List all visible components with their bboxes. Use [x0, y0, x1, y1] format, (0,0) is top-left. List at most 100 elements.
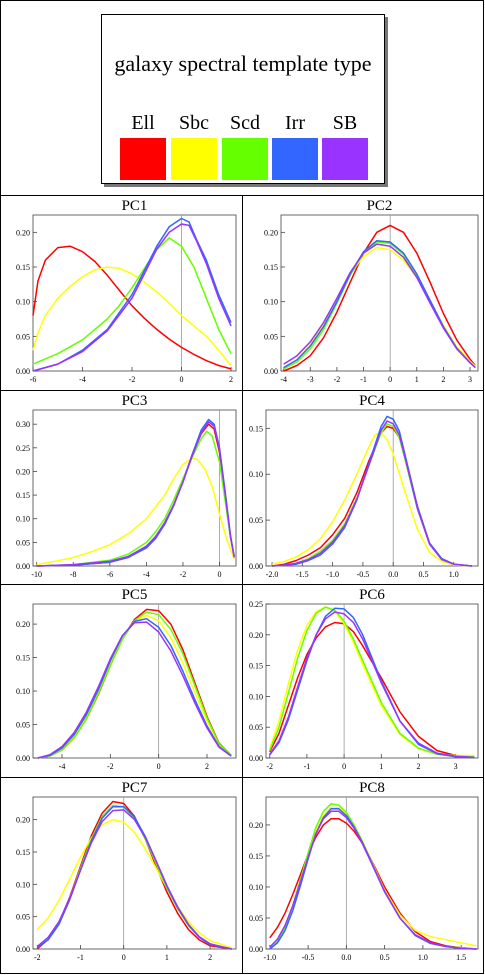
y-tick-label: 0.25 — [16, 444, 30, 453]
y-tick-label: 0.15 — [16, 654, 30, 663]
chart-title: PC5 — [122, 587, 148, 603]
y-tick-label: 0.20 — [249, 631, 263, 640]
y-tick-label: 0.30 — [16, 420, 30, 429]
legend-title: galaxy spectral template type — [114, 51, 372, 76]
plot-frame — [32, 214, 237, 372]
x-tick-label: 1 — [379, 762, 383, 771]
series-line-ell — [36, 800, 232, 950]
chart-title: PC1 — [122, 198, 148, 214]
x-tick-label: 2 — [208, 953, 212, 962]
x-tick-label: -2 — [107, 762, 114, 771]
series-line-ell — [37, 608, 232, 759]
x-tick-label: 0 — [122, 953, 126, 962]
legend-swatch — [272, 138, 318, 180]
y-tick-label: 0.10 — [16, 880, 30, 889]
y-tick-label: 0.05 — [249, 516, 263, 525]
chart-title: PC8 — [359, 780, 385, 796]
y-tick-label: 0.15 — [249, 852, 263, 861]
x-tick-label: 3 — [468, 375, 472, 384]
y-tick-label: 0.10 — [249, 883, 263, 892]
series-line-scd — [36, 430, 235, 567]
y-tick-label: 0.20 — [16, 620, 30, 629]
x-tick-label: -2.0 — [266, 570, 279, 579]
y-tick-label: 0.20 — [249, 821, 263, 830]
y-tick-label: 0.15 — [249, 662, 263, 671]
x-tick-label: 2 — [416, 762, 420, 771]
x-tick-label: -2 — [34, 953, 41, 962]
y-tick-label: 0.15 — [16, 491, 30, 500]
x-tick-label: -2 — [129, 375, 136, 384]
x-tick-label: 3 — [454, 762, 458, 771]
y-tick-label: 0.15 — [16, 263, 30, 272]
series-line-scd — [269, 803, 477, 950]
series-line-ell — [36, 423, 235, 567]
y-tick-label: 0.10 — [16, 298, 30, 307]
y-tick-label: 0.10 — [249, 470, 263, 479]
series-line-scd — [36, 804, 232, 950]
x-tick-label: 1.5 — [456, 953, 466, 962]
x-tick-label: 1.0 — [449, 570, 459, 579]
legend-swatch — [171, 138, 217, 180]
y-tick-label: 0.20 — [16, 816, 30, 825]
legend-entry-irr: Irr — [272, 112, 318, 180]
x-tick-label: -1.5 — [296, 570, 309, 579]
series-line-sbc — [36, 457, 235, 566]
legend: galaxy spectral template type Ell Sbc Sc… — [101, 14, 385, 184]
y-tick-label: 0.00 — [249, 562, 263, 571]
x-tick-label: 2 — [441, 375, 445, 384]
y-tick-label: 0.20 — [16, 467, 30, 476]
series-line-irr — [37, 617, 232, 759]
x-tick-label: -6 — [106, 570, 113, 579]
y-tick-label: 0.10 — [264, 298, 278, 307]
chart-title: PC7 — [122, 780, 148, 796]
x-tick-label: -8 — [70, 570, 77, 579]
series-line-sbc — [36, 818, 232, 949]
y-tick-label: 0.10 — [16, 687, 30, 696]
x-tick-label: -1.0 — [326, 570, 339, 579]
x-tick-label: 0 — [342, 762, 346, 771]
legend-label: Scd — [230, 112, 260, 134]
x-tick-label: 2 — [229, 375, 233, 384]
y-tick-label: 0.05 — [264, 332, 278, 341]
y-tick-label: 0.05 — [249, 723, 263, 732]
x-tick-label: 0 — [388, 375, 392, 384]
plot-frame — [265, 603, 479, 759]
series-line-irr — [272, 415, 472, 567]
series-line-sb — [272, 420, 472, 567]
x-tick-label: 2 — [205, 762, 209, 771]
y-tick-label: 0.00 — [16, 562, 30, 571]
legend-entry-sb: SB — [322, 112, 368, 180]
series-line-sb — [269, 611, 475, 759]
series-line-irr — [32, 217, 232, 372]
y-tick-label: 0.15 — [16, 848, 30, 857]
x-tick-label: -2 — [180, 570, 187, 579]
x-tick-label: -1.0 — [263, 953, 276, 962]
x-tick-label: -4 — [79, 375, 86, 384]
x-tick-label: 0 — [180, 375, 184, 384]
x-tick-label: 0.0 — [388, 570, 398, 579]
x-tick-label: -2 — [266, 762, 273, 771]
series-line-scd — [37, 611, 232, 759]
legend-swatch — [322, 138, 368, 180]
y-tick-label: 0.00 — [16, 754, 30, 763]
legend-label: Sbc — [179, 112, 209, 134]
x-tick-label: -10 — [31, 570, 42, 579]
series-line-ell — [269, 817, 477, 950]
plot-frame — [32, 409, 237, 567]
x-tick-label: 0.0 — [341, 953, 351, 962]
legend-entry-scd: Scd — [222, 112, 268, 180]
plot-frame — [32, 796, 237, 950]
chart-title: PC4 — [359, 393, 385, 409]
series-line-ell — [271, 425, 472, 567]
x-tick-label: 0 — [157, 762, 161, 771]
plot-frame — [265, 409, 479, 567]
series-line-scd — [283, 241, 476, 370]
x-tick-label: 1.0 — [418, 953, 428, 962]
legend-label: Ell — [131, 112, 155, 134]
x-tick-label: -4 — [280, 375, 287, 384]
y-tick-label: 0.15 — [249, 424, 263, 433]
series-line-scd — [269, 606, 475, 758]
y-tick-label: 0.05 — [16, 721, 30, 730]
series-line-ell — [283, 224, 476, 372]
